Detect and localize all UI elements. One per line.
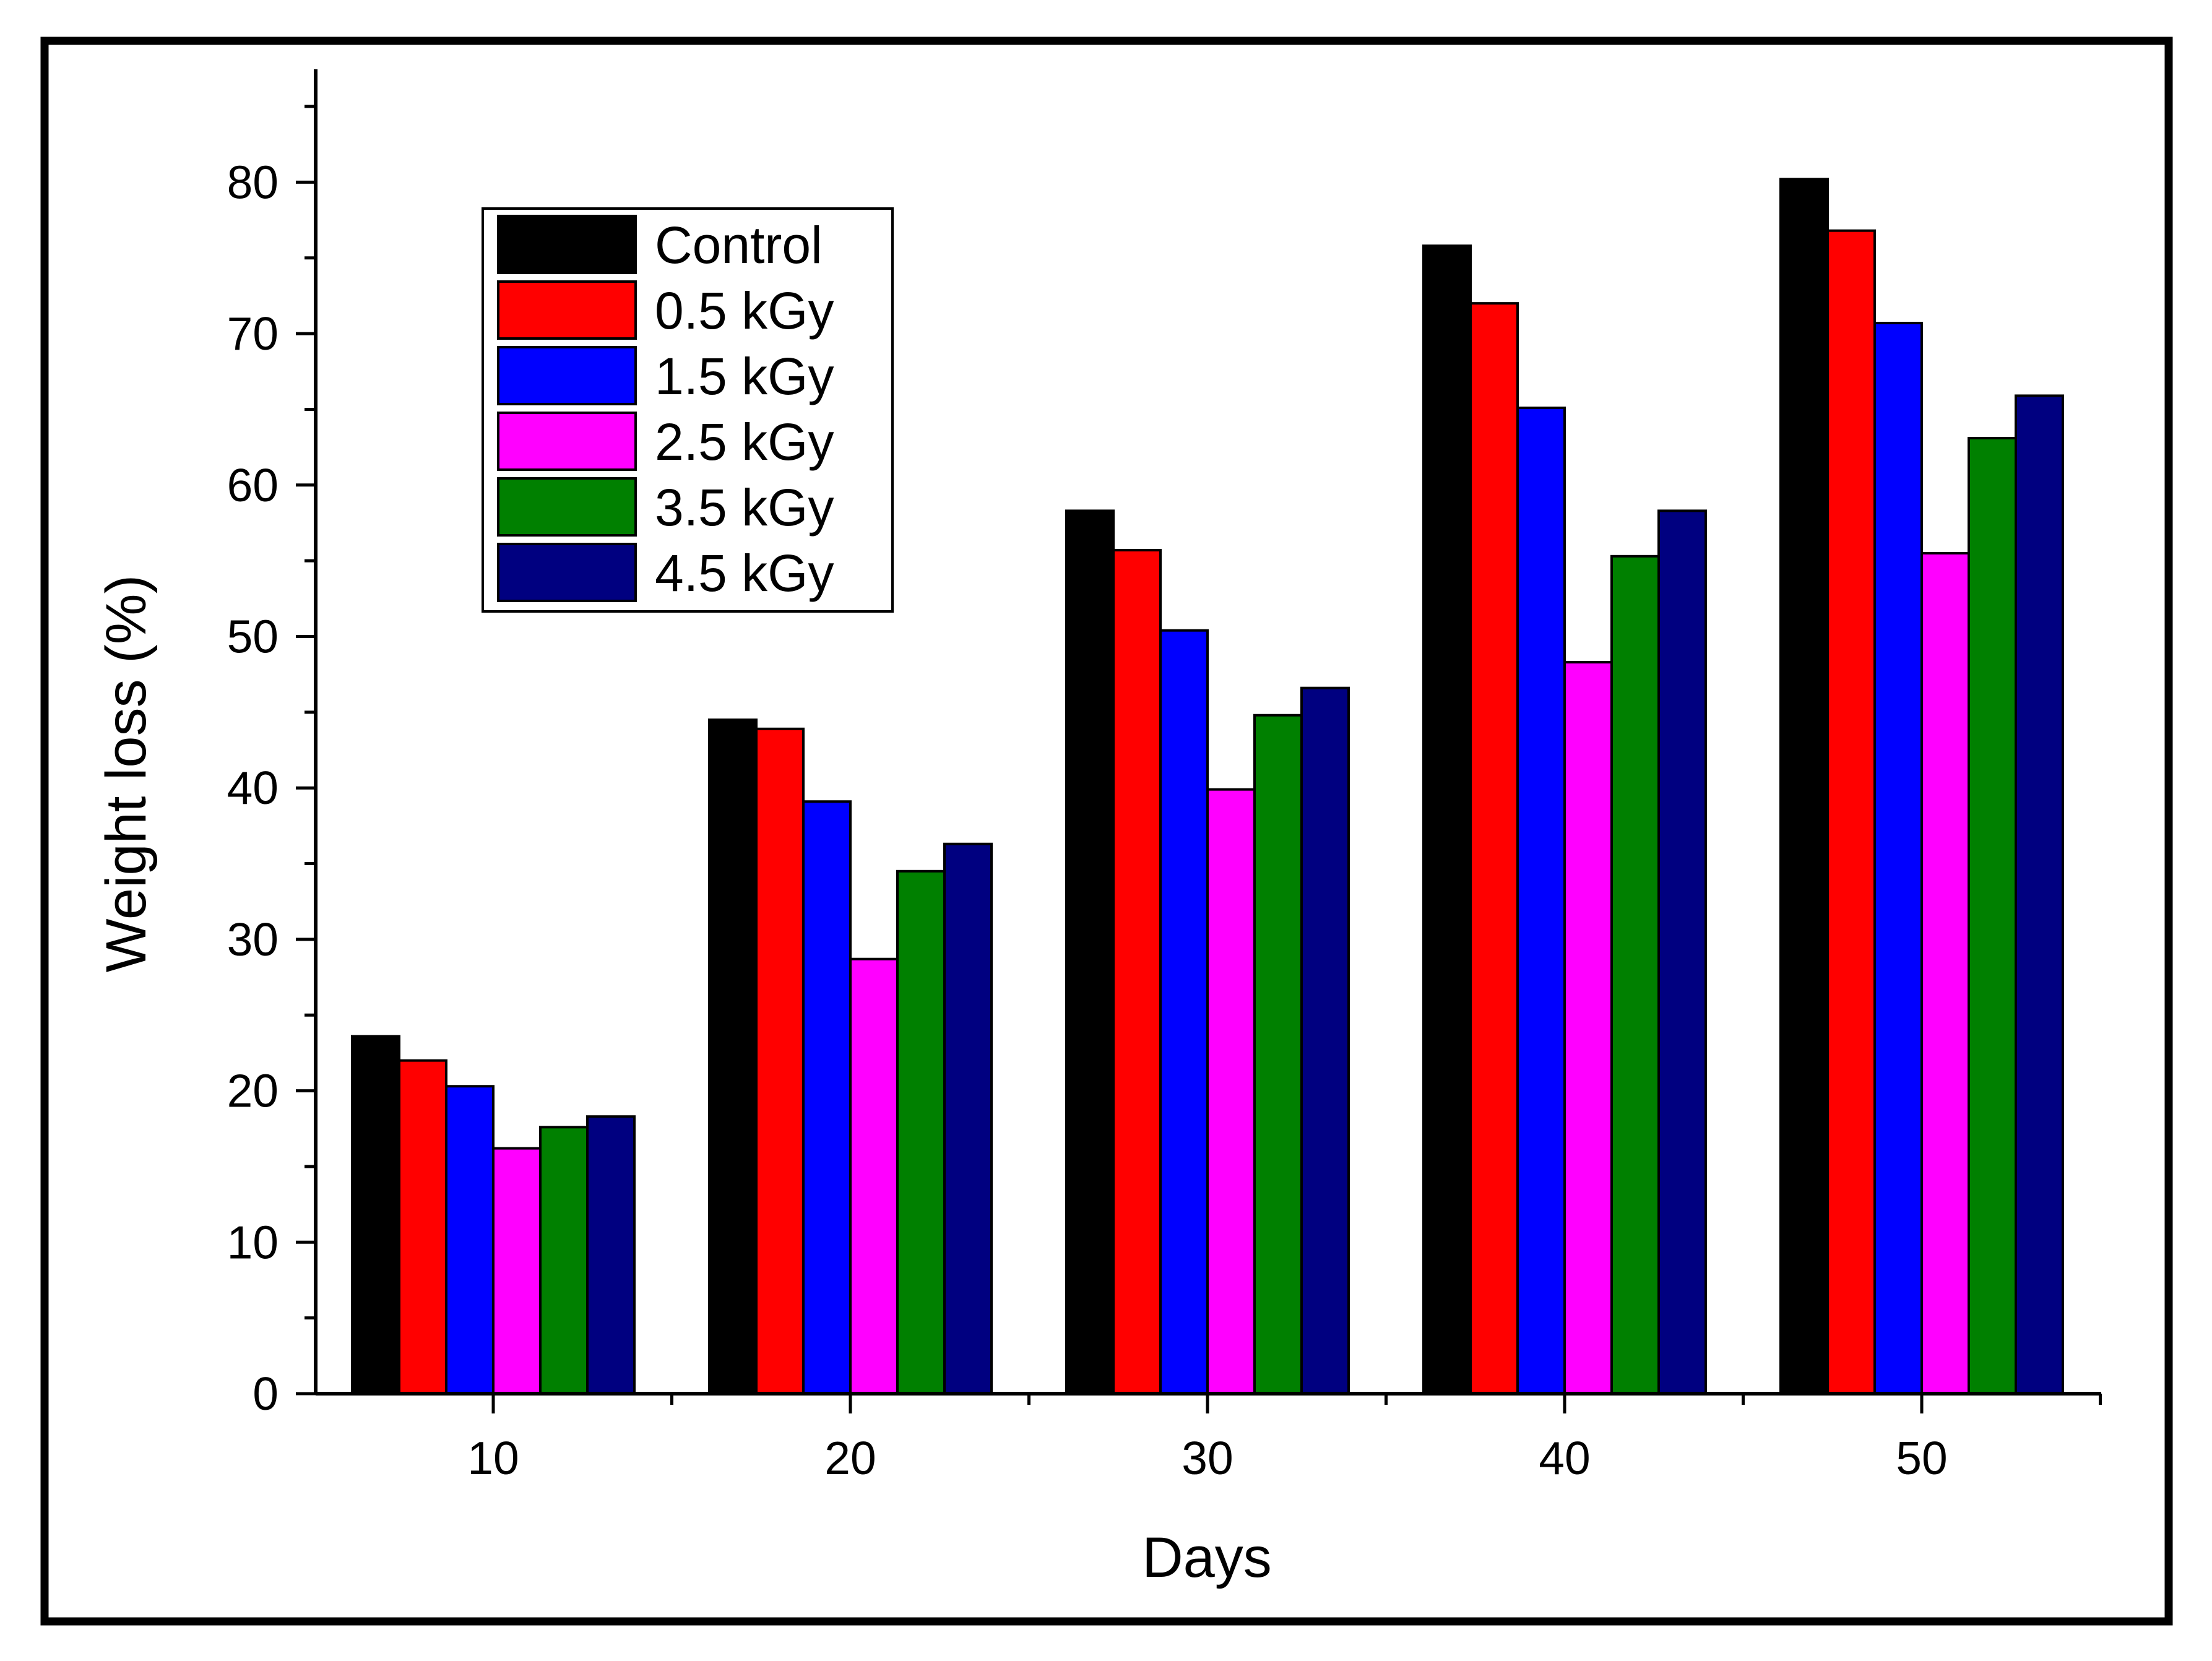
bar-1-5-kgy-day-30 xyxy=(1159,629,1209,1395)
bar-1-5-kgy-day-40 xyxy=(1516,407,1566,1395)
bar-1-5-kgy-day-20 xyxy=(802,800,852,1395)
x-tick-label: 20 xyxy=(824,1432,876,1484)
bar-0-5-kgy-day-30 xyxy=(1112,549,1162,1395)
axes-layer: 0 10 20 30 40 50 60 70 80 10 20 30 40 50 xyxy=(227,69,2102,1484)
legend-label: Control xyxy=(655,216,823,274)
y-tick-label: 80 xyxy=(227,156,279,208)
legend-swatch xyxy=(497,280,637,340)
bar-4-5-kgy-day-20 xyxy=(943,842,993,1395)
y-axis-title: Weight loss (%) xyxy=(95,575,158,972)
bar-3-5-kgy-day-20 xyxy=(896,869,946,1396)
y-tick-label: 10 xyxy=(227,1216,279,1268)
y-tick-label: 50 xyxy=(227,611,279,663)
legend-swatch xyxy=(497,543,637,602)
legend-swatch xyxy=(497,412,637,471)
y-tick-label: 0 xyxy=(253,1368,279,1420)
bar-4-5-kgy-day-30 xyxy=(1300,686,1350,1395)
bar-3-5-kgy-day-40 xyxy=(1610,554,1660,1396)
bar-2-5-kgy-day-10 xyxy=(492,1147,542,1396)
legend-swatch xyxy=(497,215,637,274)
bar-1-5-kgy-day-50 xyxy=(1873,321,1923,1396)
y-tick-label: 70 xyxy=(227,308,279,360)
x-tick-label: 10 xyxy=(467,1432,519,1484)
legend-label: 2.5 kGy xyxy=(655,413,834,471)
legend-swatch xyxy=(497,477,637,537)
bar-0-5-kgy-day-50 xyxy=(1826,229,1876,1396)
y-tick-label: 30 xyxy=(227,913,279,965)
x-axis-title: Days xyxy=(1142,1526,1272,1589)
x-tick-label: 40 xyxy=(1539,1432,1590,1484)
bar-2-5-kgy-day-30 xyxy=(1206,788,1256,1395)
x-tick-label: 50 xyxy=(1896,1432,1947,1484)
bar-0-5-kgy-day-40 xyxy=(1469,302,1519,1395)
legend-label: 4.5 kGy xyxy=(655,544,834,602)
legend-label: 1.5 kGy xyxy=(655,347,834,405)
bar-1-5-kgy-day-10 xyxy=(445,1085,495,1396)
bar-4-5-kgy-day-40 xyxy=(1657,509,1707,1395)
legend-label: 0.5 kGy xyxy=(655,282,834,340)
x-tick-label: 30 xyxy=(1182,1432,1233,1484)
bar-control-day-30 xyxy=(1065,509,1115,1395)
bar-control-day-50 xyxy=(1779,178,1829,1396)
bar-3-5-kgy-day-50 xyxy=(1968,436,2017,1395)
bar-control-day-10 xyxy=(351,1035,400,1396)
bar-4-5-kgy-day-10 xyxy=(586,1115,636,1395)
legend-label: 3.5 kGy xyxy=(655,478,834,537)
bar-3-5-kgy-day-30 xyxy=(1253,714,1303,1395)
y-tick-label: 60 xyxy=(227,459,279,511)
bar-0-5-kgy-day-10 xyxy=(398,1059,447,1396)
bar-4-5-kgy-day-50 xyxy=(2015,394,2064,1395)
legend-swatch xyxy=(497,346,637,405)
bar-0-5-kgy-day-20 xyxy=(755,727,805,1395)
bar-control-day-40 xyxy=(1422,244,1472,1396)
y-tick-label: 20 xyxy=(227,1065,279,1117)
bar-2-5-kgy-day-20 xyxy=(849,957,899,1396)
y-tick-label: 40 xyxy=(227,762,279,814)
bar-3-5-kgy-day-10 xyxy=(539,1126,589,1395)
bar-control-day-20 xyxy=(708,718,758,1395)
legend: Control 0.5 kGy 1.5 kGy 2.5 kGy 3.5 kGy 4.5 k… xyxy=(482,207,894,613)
bar-2-5-kgy-day-50 xyxy=(1920,551,1970,1395)
bar-2-5-kgy-day-40 xyxy=(1563,661,1613,1395)
bars-layer xyxy=(351,178,2064,1396)
